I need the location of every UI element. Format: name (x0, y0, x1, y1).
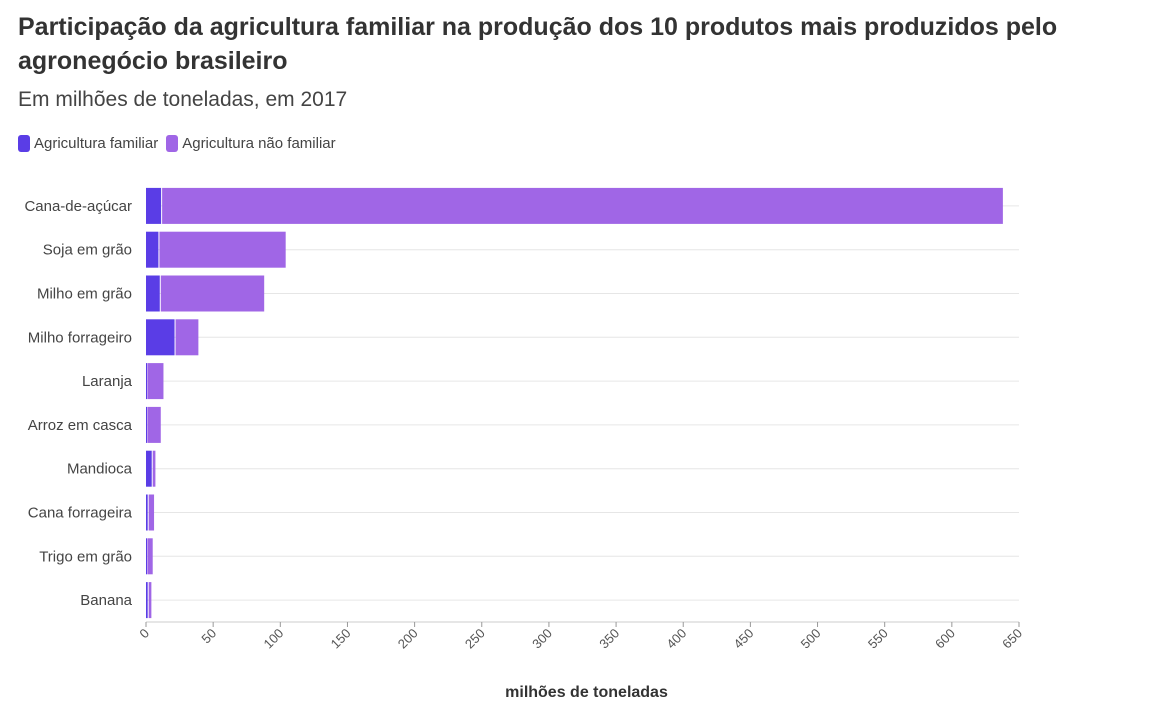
category-label: Cana forrageira (28, 505, 133, 522)
bar-familiar[interactable] (146, 406, 147, 443)
x-tick-label: 50 (198, 626, 219, 647)
category-label: Arroz em casca (28, 417, 133, 434)
x-tick-label: 150 (328, 626, 354, 652)
bar-familiar[interactable] (146, 494, 148, 531)
x-tick-label: 500 (798, 626, 824, 652)
x-tick-label: 450 (731, 626, 757, 652)
x-tick-label: 300 (529, 626, 555, 652)
x-tick-label: 600 (932, 626, 958, 652)
category-label: Milho em grão (37, 286, 132, 303)
x-tick-label: 550 (865, 626, 891, 652)
bar-familiar[interactable] (146, 231, 159, 268)
category-label: Soja em grão (43, 242, 132, 259)
x-tick-label: 650 (999, 626, 1025, 652)
bar-nao-familiar[interactable] (152, 450, 156, 487)
bar-nao-familiar[interactable] (147, 363, 164, 400)
category-label: Banana (80, 592, 132, 609)
bar-familiar[interactable] (146, 275, 160, 312)
bar-familiar[interactable] (146, 187, 162, 224)
category-label: Cana-de-açúcar (24, 198, 132, 215)
bar-nao-familiar[interactable] (162, 187, 1003, 224)
legend-label-familiar: Agricultura familiar (34, 135, 159, 152)
bar-nao-familiar[interactable] (160, 275, 265, 312)
legend-swatch-nao-familiar (166, 135, 179, 152)
bar-nao-familiar[interactable] (175, 319, 199, 356)
legend-label-nao-familiar: Agricultura não familiar (182, 135, 336, 152)
bar-nao-familiar[interactable] (147, 406, 161, 443)
bar-nao-familiar[interactable] (159, 231, 286, 268)
legend-item-nao-familiar[interactable]: Agricultura não familiar (166, 135, 336, 152)
bar-familiar[interactable] (146, 450, 152, 487)
x-axis-label: milhões de toneladas (505, 684, 668, 701)
x-tick-label: 400 (663, 626, 689, 652)
bar-nao-familiar[interactable] (148, 494, 155, 531)
legend-item-familiar[interactable]: Agricultura familiar (18, 135, 158, 152)
bar-familiar[interactable] (146, 582, 148, 619)
bar-familiar[interactable] (146, 538, 147, 575)
bar-nao-familiar[interactable] (148, 582, 152, 619)
category-label: Mandioca (67, 461, 133, 478)
category-label: Laranja (82, 373, 133, 390)
bar-nao-familiar[interactable] (147, 538, 153, 575)
category-label: Trigo em grão (39, 548, 132, 565)
chart-subtitle: Em milhões de toneladas, em 2017 (18, 88, 348, 111)
legend: Agricultura familiar Agricultura não fam… (18, 135, 344, 152)
x-tick-label: 250 (462, 626, 488, 652)
x-tick-label: 0 (136, 626, 152, 642)
category-label: Milho forrageiro (28, 329, 132, 346)
bar-familiar[interactable] (146, 363, 147, 400)
x-tick-label: 350 (596, 626, 622, 652)
legend-swatch-familiar (18, 135, 30, 152)
bar-familiar[interactable] (146, 319, 175, 356)
x-tick-label: 200 (395, 626, 421, 652)
chart-title: Participação da agricultura familiar na … (18, 13, 1058, 75)
x-tick-label: 100 (260, 626, 286, 652)
